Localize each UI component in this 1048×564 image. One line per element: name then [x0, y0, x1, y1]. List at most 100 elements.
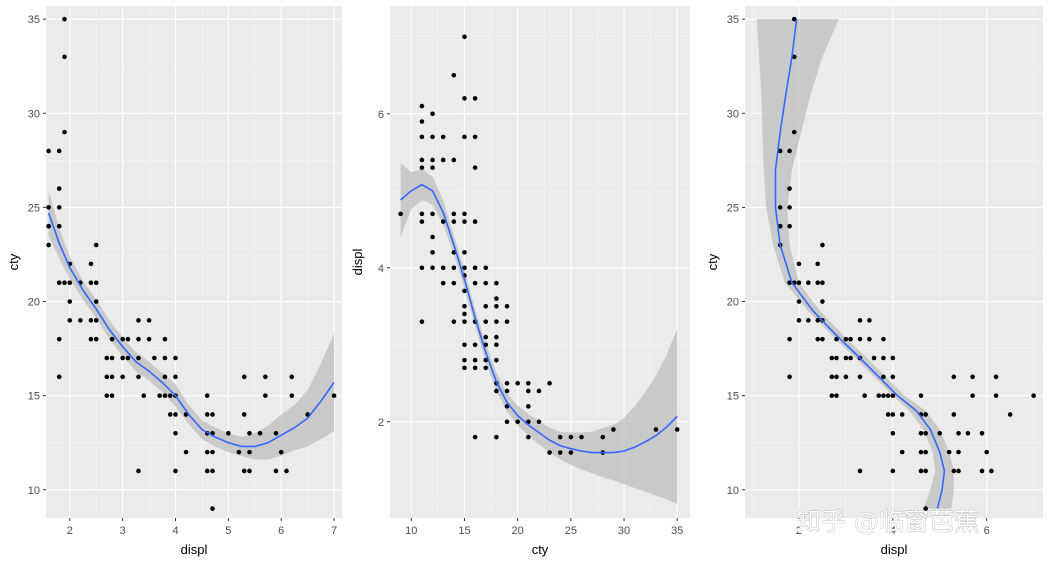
data-point [78, 318, 83, 323]
data-point [419, 157, 425, 163]
data-point [109, 374, 115, 380]
data-point [440, 219, 446, 224]
data-point [834, 336, 839, 342]
data-point [547, 450, 552, 455]
x-tick-label: 4 [890, 525, 896, 537]
data-point [136, 318, 141, 323]
data-point [136, 336, 141, 342]
data-point [125, 355, 131, 361]
data-point [136, 355, 141, 361]
data-point [472, 434, 478, 440]
data-point [451, 211, 457, 217]
data-point [820, 336, 825, 342]
data-point [525, 434, 531, 440]
data-point [241, 412, 247, 417]
data-point [462, 34, 467, 40]
data-point [451, 250, 457, 255]
data-point [472, 365, 478, 371]
data-point [951, 468, 957, 474]
data-point [241, 468, 247, 474]
data-point [419, 265, 425, 271]
data-point [141, 393, 147, 398]
data-point [284, 468, 289, 474]
data-point [236, 449, 242, 455]
data-point [472, 219, 478, 224]
data-point [494, 280, 499, 286]
data-point [241, 374, 247, 380]
data-point [204, 449, 210, 455]
data-point [289, 393, 295, 398]
data-point [162, 374, 168, 380]
data-point [536, 419, 542, 425]
data-point [462, 319, 467, 324]
data-point [848, 355, 853, 361]
data-point [918, 393, 924, 398]
data-point [430, 234, 435, 240]
data-point [867, 318, 872, 323]
data-point [483, 342, 489, 348]
data-point [951, 374, 957, 380]
data-point [462, 311, 467, 317]
data-point [951, 412, 957, 417]
smooth-line [400, 183, 678, 454]
data-point [796, 280, 802, 286]
watermark-text: 知乎 @临窗芭蕉 [796, 507, 979, 536]
data-point [331, 393, 337, 398]
data-point [777, 148, 783, 154]
data-point [890, 430, 896, 436]
data-point [777, 223, 783, 229]
data-point [885, 412, 891, 417]
data-point [152, 355, 157, 361]
data-point [430, 211, 435, 217]
data-point [965, 430, 971, 436]
data-point [419, 119, 425, 124]
data-point [419, 219, 425, 224]
x-axis-title: cty [532, 542, 549, 557]
data-point [67, 299, 73, 304]
data-point [204, 412, 210, 417]
data-point [173, 430, 178, 436]
data-point [494, 319, 499, 324]
x-tick-label: 7 [331, 525, 337, 537]
y-tick-label: 4 [378, 263, 384, 275]
data-point [881, 393, 886, 398]
data-point [173, 412, 178, 417]
x-tick-label: 2 [796, 525, 802, 537]
data-point [857, 336, 863, 342]
data-point [791, 16, 797, 22]
data-point [451, 319, 457, 324]
data-point [890, 468, 896, 474]
data-point [162, 393, 168, 398]
data-point [787, 280, 792, 286]
data-point [162, 336, 168, 342]
data-point [289, 374, 295, 380]
data-point [462, 357, 467, 363]
data-point [430, 165, 435, 170]
panel-1: 2 3 4 5 6 7 10 15 20 25 30 35 displ cty [6, 6, 342, 557]
data-point [419, 103, 425, 109]
data-point [777, 205, 783, 210]
data-point [462, 288, 467, 294]
data-point [787, 205, 792, 210]
data-point [525, 404, 531, 409]
data-point [843, 374, 849, 380]
data-point [857, 374, 863, 380]
data-point [557, 450, 563, 455]
data-point [173, 374, 178, 380]
data-point [843, 355, 849, 361]
data-point [483, 280, 489, 286]
data-point [820, 280, 825, 286]
data-point [430, 111, 435, 117]
y-axis-title: cty [6, 253, 21, 270]
data-point [183, 449, 189, 455]
data-point [815, 261, 821, 267]
x-tick-label: 6 [278, 525, 284, 537]
data-point [88, 280, 94, 286]
data-point [848, 336, 853, 342]
data-point [210, 412, 215, 417]
y-tick-label: 30 [28, 108, 40, 120]
data-point [515, 380, 520, 386]
data-point [899, 412, 905, 417]
data-point [67, 280, 73, 286]
